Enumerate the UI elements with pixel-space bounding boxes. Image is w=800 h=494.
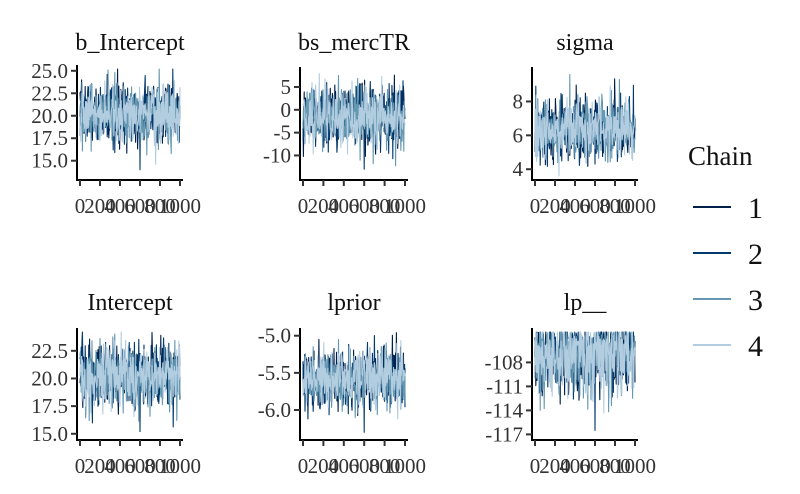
x-tick-label: 200: [84, 194, 116, 218]
x-tick-label: 800: [144, 454, 176, 478]
x-tick-label: 0: [298, 194, 309, 218]
x-tick-label: 200: [539, 454, 571, 478]
y-tick-label: -5.5: [258, 361, 291, 385]
x-tick-label: 800: [599, 194, 631, 218]
panel-axes: [76, 328, 183, 441]
y-tick-label: -111: [486, 374, 523, 398]
chain-legend: Chain 1 2 3 4: [688, 141, 763, 363]
y-tick-label: 22.5: [31, 339, 68, 363]
y-tick-label: 4: [513, 157, 524, 181]
trace-chain-4-line: [534, 85, 636, 177]
y-tick-label: 6: [513, 123, 524, 147]
x-tick-label: 800: [144, 194, 176, 218]
x-tick-label: 1000: [384, 194, 426, 218]
x-tick-label: 200: [308, 454, 340, 478]
y-tick-label: -117: [485, 422, 523, 446]
trace-chain-4-line: [302, 73, 406, 155]
panel-title: Intercept: [87, 290, 173, 316]
x-tick-label: 1000: [614, 454, 656, 478]
x-tick-label: 0: [298, 454, 309, 478]
panel-axes: [531, 67, 638, 181]
x-tick-label: 0: [530, 454, 541, 478]
x-tick-label: 1000: [159, 454, 201, 478]
y-tick-label: 17.5: [31, 126, 68, 150]
panel-title: b_Intercept: [75, 30, 185, 56]
legend-label: 2: [748, 238, 763, 271]
y-tick-label: 20.0: [31, 366, 68, 390]
x-tick-label: 800: [369, 194, 401, 218]
trace-chain-4-line: [534, 331, 636, 414]
legend-label: 4: [748, 330, 763, 363]
trace-chain-4-line: [79, 331, 181, 418]
x-tick-label: 400: [104, 194, 136, 218]
x-tick-label: 600: [348, 194, 380, 218]
x-tick-label: 600: [124, 194, 156, 218]
panel-axes: [531, 328, 638, 441]
y-tick-label: -6.0: [258, 398, 291, 422]
panel-title: lp__: [564, 290, 608, 316]
panel-axes: [299, 328, 408, 441]
y-tick-label: -5: [274, 121, 292, 145]
y-tick-label: -108: [485, 350, 524, 374]
panel-title: bs_mercTR: [298, 30, 410, 56]
x-tick-label: 600: [348, 454, 380, 478]
trace-chain-3-line: [534, 331, 636, 413]
y-tick-label: 15.0: [31, 422, 68, 446]
x-tick-label: 400: [328, 194, 360, 218]
x-tick-label: 1000: [614, 194, 656, 218]
y-tick-label: -114: [485, 398, 523, 422]
y-tick-label: 25.0: [31, 59, 68, 83]
y-tick-label: 15.0: [31, 149, 68, 173]
x-tick-label: 400: [104, 454, 136, 478]
x-tick-label: 0: [530, 194, 541, 218]
x-tick-label: 200: [308, 194, 340, 218]
x-tick-label: 400: [559, 194, 591, 218]
legend-title: Chain: [688, 141, 753, 171]
x-tick-label: 0: [75, 454, 86, 478]
x-tick-label: 600: [579, 454, 611, 478]
y-tick-label: -5.0: [258, 324, 291, 348]
panel-axes: [76, 65, 183, 181]
legend-label: 3: [748, 284, 763, 317]
x-tick-label: 1000: [384, 454, 426, 478]
trace-panel-4: Intercept 15.0 17.5 20.0 22.5 0 20040060080010…: [31, 290, 201, 478]
legend-label: 1: [748, 192, 763, 225]
trace-chain-4-line: [79, 80, 181, 165]
y-tick-label: 17.5: [31, 394, 68, 418]
y-tick-label: 5: [281, 75, 292, 99]
x-tick-label: 200: [539, 194, 571, 218]
x-tick-label: 800: [369, 454, 401, 478]
x-tick-label: 600: [124, 454, 156, 478]
y-tick-label: 22.5: [31, 81, 68, 105]
panel-title: lprior: [327, 290, 380, 316]
x-tick-label: 400: [559, 454, 591, 478]
trace-panel-1: b_Intercept 15.017.520.022.525.0 0 20040060…: [31, 30, 201, 218]
y-tick-label: 8: [513, 89, 524, 113]
x-tick-label: 0: [75, 194, 86, 218]
x-tick-label: 400: [328, 454, 360, 478]
x-tick-label: 600: [579, 194, 611, 218]
panel-title: sigma: [556, 30, 614, 56]
y-tick-label: 20.0: [31, 104, 68, 128]
x-tick-label: 1000: [159, 194, 201, 218]
y-tick-label: 0: [281, 98, 292, 122]
trace-chain-4-line: [302, 340, 406, 420]
x-tick-label: 800: [599, 454, 631, 478]
y-tick-label: -10: [263, 143, 291, 167]
panel-axes: [299, 67, 408, 181]
x-tick-label: 200: [84, 454, 116, 478]
